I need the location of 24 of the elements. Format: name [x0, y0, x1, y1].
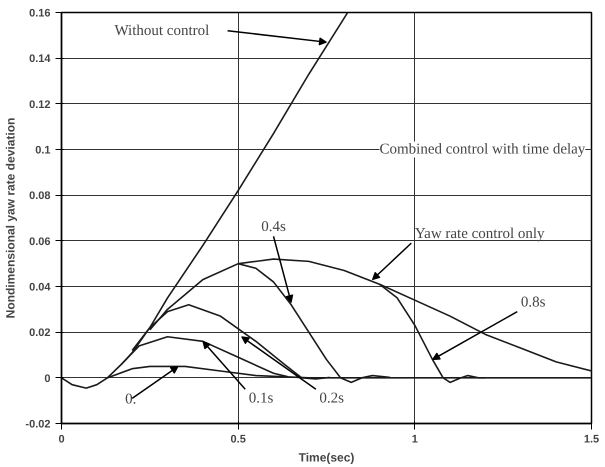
annotation: 0.2s	[319, 390, 344, 406]
x-tick-label: 0.5	[230, 434, 246, 446]
y-tick-label: 0	[44, 372, 51, 385]
y-tick-label: 0.14	[29, 53, 52, 66]
annotation: Yaw rate control only	[414, 226, 546, 242]
x-tick-label: 1.5	[584, 434, 600, 446]
y-tick-label: 0.08	[29, 190, 51, 202]
y-tick-label: 0.04	[29, 282, 52, 294]
annotation: Combined control with time delay	[380, 142, 586, 158]
annotation: 0.8s	[520, 294, 546, 310]
y-tick-label: 0.12	[29, 98, 51, 111]
y-tick-label: -0.02	[25, 418, 51, 430]
y-tick-label: 0.1	[35, 144, 51, 156]
annotation: Without control	[114, 22, 210, 39]
y-axis-title: Nondimensional yaw rate deviation	[3, 118, 18, 318]
x-tick-label: 0	[58, 434, 65, 446]
annotation: 0.4s	[261, 219, 286, 236]
x-axis-title: Time(sec)	[298, 450, 354, 464]
annotation: 0.	[125, 391, 136, 408]
y-tick-label: 0.06	[29, 236, 51, 248]
y-tick-label: 0.16	[29, 8, 51, 20]
annotation: 0.1s	[248, 390, 274, 406]
x-tick-label: 1	[412, 434, 418, 446]
y-tick-label: 0.02	[29, 327, 51, 340]
